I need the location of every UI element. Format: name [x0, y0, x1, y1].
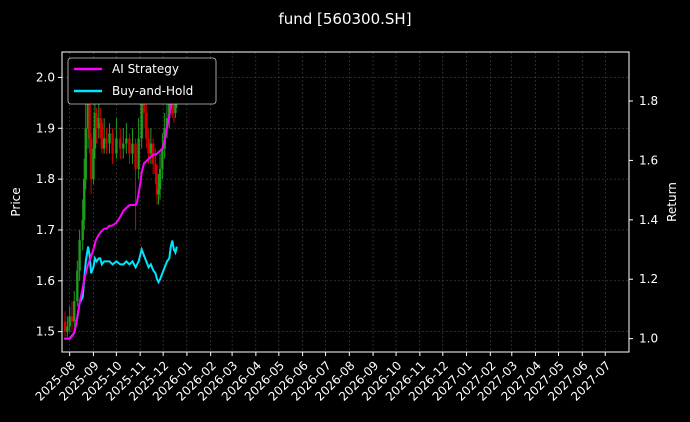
price-bar-body [100, 123, 104, 149]
price-bar-body [115, 138, 118, 154]
y-left-tick-label: 1.9 [36, 121, 55, 135]
price-bar-body [149, 143, 153, 154]
price-bar-body [76, 270, 79, 302]
price-bar-body [157, 189, 160, 195]
price-bar-body [108, 133, 111, 144]
y-left-tick-label: 1.7 [36, 223, 55, 237]
y-left-tick-label: 1.6 [36, 274, 55, 288]
price-bar-body [134, 143, 137, 169]
price-bar-body [111, 133, 114, 154]
price-bar-body [174, 97, 177, 114]
price-bar-body [119, 138, 122, 149]
y-axis-right: 1.0 1.2 1.4 1.6 1.8 [629, 94, 658, 346]
price-bar-body [63, 321, 67, 332]
price-bar-body [89, 138, 93, 180]
price-bar-body [84, 128, 87, 180]
y-left-tick-label: 1.5 [36, 325, 55, 339]
legend-bh-label: Buy-and-Hold [112, 84, 193, 98]
price-bar-body [73, 301, 76, 322]
price-bar-body [83, 179, 86, 220]
price-bar-body [158, 168, 162, 190]
price-bar-body [105, 138, 108, 144]
price-bar-body [97, 118, 100, 129]
legend-ai-label: AI Strategy [112, 62, 179, 76]
y-axis-left-label: Price [9, 187, 23, 216]
chart-title: fund [560300.SH] [278, 10, 411, 28]
y-right-tick-label: 1.4 [639, 213, 658, 227]
price-bar-body [155, 174, 159, 195]
price-bar-body [92, 148, 95, 180]
price-bar-body [122, 143, 125, 149]
price-bar-body [68, 316, 71, 327]
price-bar-body [78, 240, 81, 271]
price-bar-body [93, 113, 97, 149]
price-bar-body [137, 138, 140, 169]
price-bar-body [86, 97, 90, 129]
y-left-tick-label: 2.0 [36, 70, 55, 84]
y-left-tick-label: 1.8 [36, 172, 55, 186]
price-bars [63, 62, 179, 337]
price-bar-body [172, 102, 176, 114]
y-right-tick-label: 1.6 [639, 153, 658, 167]
price-bar-body [128, 138, 131, 154]
price-bar-body [66, 326, 69, 332]
y-right-tick-label: 1.0 [639, 332, 658, 346]
price-bar-body [81, 219, 84, 241]
price-bar-body [140, 87, 143, 139]
y-right-tick-label: 1.2 [639, 272, 658, 286]
y-axis-right-label: Return [665, 182, 679, 222]
plot-frame [61, 51, 630, 353]
price-bar-body [125, 138, 128, 144]
y-axis-left: 1.5 1.6 1.7 1.8 1.9 2.0 [36, 70, 62, 339]
series-lines [64, 77, 178, 340]
price-bar-body [161, 148, 164, 169]
price-bar-body [88, 97, 91, 139]
price-bar-body [99, 118, 102, 124]
price-bar-body [70, 316, 74, 322]
price-bar-body [147, 138, 150, 154]
price-bar-body [145, 113, 148, 139]
price-bar-body [168, 97, 171, 119]
price-bar-body [131, 143, 134, 154]
legend-box [67, 57, 217, 105]
y-right-tick-label: 1.8 [639, 94, 658, 108]
price-bar-body [95, 113, 98, 129]
legend: AI Strategy Buy-and-Hold [67, 57, 217, 105]
price-bar-body [154, 163, 157, 175]
series-line-bh [64, 77, 178, 340]
price-bar-body [102, 138, 106, 149]
